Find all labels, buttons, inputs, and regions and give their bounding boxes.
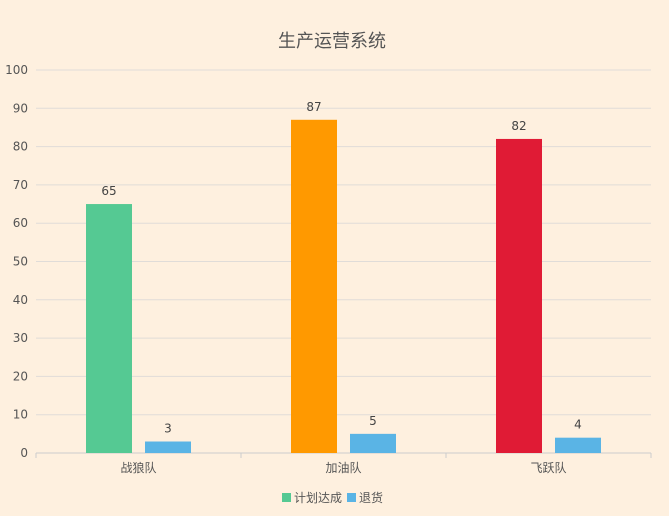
bar[interactable] <box>555 437 601 453</box>
y-tick-label: 50 <box>13 255 28 269</box>
bar[interactable] <box>145 441 191 453</box>
y-tick-label: 20 <box>13 369 28 383</box>
x-tick-label: 飞跃队 <box>530 460 566 475</box>
y-tick-label: 100 <box>5 63 28 77</box>
x-tick-label: 战狼队 <box>120 460 156 475</box>
data-label: 5 <box>369 414 377 428</box>
y-tick-label: 80 <box>13 140 28 154</box>
y-tick-label: 70 <box>13 178 28 192</box>
y-tick-label: 60 <box>13 216 28 230</box>
legend-label: 计划达成 <box>294 491 342 505</box>
y-tick-label: 0 <box>20 446 28 460</box>
x-tick-label: 加油队 <box>325 460 361 475</box>
y-tick-label: 40 <box>13 293 28 307</box>
bar[interactable] <box>350 433 396 453</box>
legend-label: 退货 <box>359 490 383 505</box>
y-tick-label: 90 <box>13 101 28 115</box>
data-label: 3 <box>164 422 172 436</box>
bar[interactable] <box>86 204 132 453</box>
chart-title: 生产运营系统 <box>278 31 386 52</box>
data-label: 65 <box>101 184 116 198</box>
legend-item[interactable]: 计划达成 <box>282 491 342 505</box>
data-label: 87 <box>306 100 321 114</box>
bar[interactable] <box>291 119 337 453</box>
legend-item[interactable]: 退货 <box>347 490 383 505</box>
bar[interactable] <box>496 138 542 453</box>
data-label: 82 <box>511 119 526 133</box>
y-tick-label: 10 <box>13 408 28 422</box>
y-tick-label: 30 <box>13 331 28 345</box>
data-label: 4 <box>574 418 582 432</box>
legend-swatch <box>347 493 356 502</box>
legend-swatch <box>282 493 291 502</box>
